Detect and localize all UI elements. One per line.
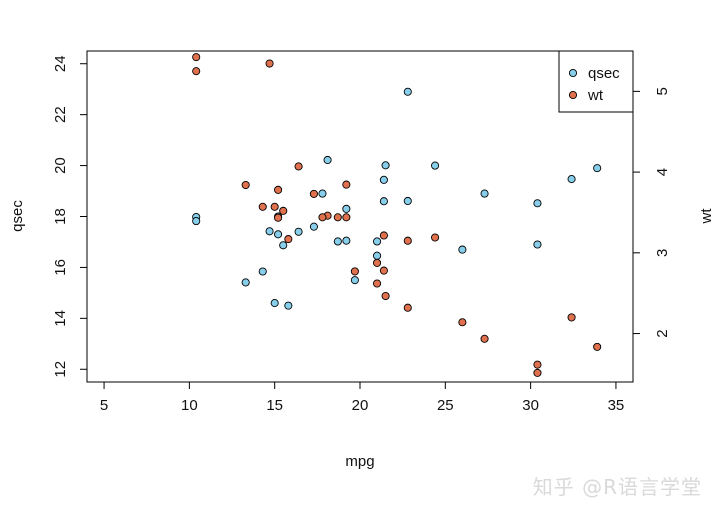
point-wt [458,318,467,327]
point-qsec [342,204,351,213]
point-qsec [323,155,332,165]
y-tick-label-left: 22 [52,106,69,123]
point-wt [403,303,412,312]
point-wt [333,213,342,222]
point-wt [274,213,283,222]
point-qsec [381,161,390,170]
x-tick-label: 35 [608,397,625,414]
point-wt [379,266,388,275]
y-tick-label-right: 4 [654,168,671,176]
y-tick-label-right: 5 [654,87,671,95]
point-wt [342,180,351,189]
x-tick-label: 15 [266,397,283,414]
point-wt [533,368,542,377]
x-tick-label: 10 [181,397,198,414]
watermark-text: 知乎 @R语言学堂 [532,475,702,499]
point-wt [192,67,201,76]
point-wt [241,180,250,190]
point-qsec [533,199,542,208]
y-tick-label-left: 24 [52,55,69,72]
legend-label-qsec: qsec [588,65,620,82]
legend-marker-wt [568,90,578,100]
point-qsec [350,276,359,285]
point-wt [379,231,388,240]
point-qsec [567,175,576,184]
point-qsec [373,237,382,246]
point-qsec [192,217,201,226]
point-qsec [309,222,318,231]
x-tick-label: 30 [522,397,539,414]
y-tick-label-left: 14 [52,310,69,327]
legend-label-wt: wt [587,87,604,104]
point-wt [567,313,576,322]
point-wt [270,202,279,211]
point-wt [480,334,489,343]
plot-frame [86,50,634,383]
point-wt [265,59,274,68]
point-wt [593,342,602,351]
point-qsec [258,267,267,276]
point-wt [284,235,293,244]
point-wt [192,53,201,62]
point-qsec [373,251,382,260]
point-qsec [294,227,303,236]
point-wt [258,202,267,211]
y-axis-right: 2 3 4 5 [632,87,671,338]
x-tick-label: 5 [100,397,108,414]
point-qsec [241,278,250,287]
legend: qsec wt [558,50,634,113]
point-qsec [593,164,602,173]
y-tick-label-left: 18 [52,208,69,225]
y-tick-label-left: 20 [52,157,69,174]
point-wt [350,267,359,276]
data-points [192,53,602,377]
point-qsec [274,230,283,239]
point-wt [373,279,382,288]
point-qsec [270,299,279,308]
y-tick-label-right: 2 [654,329,671,337]
point-qsec [379,175,388,184]
y-tick-label-right: 3 [654,249,671,257]
y-tick-label-left: 12 [52,361,69,378]
point-qsec [333,237,342,246]
point-wt [533,360,542,369]
point-qsec [403,196,412,206]
y-axis-left-label: qsec [9,200,26,232]
point-qsec [458,245,467,254]
point-qsec [379,197,388,206]
point-qsec [403,87,412,96]
point-qsec [284,301,293,310]
y-axis-left: 12 14 16 18 20 22 24 [52,55,88,378]
point-wt [342,213,351,222]
point-wt [381,291,390,301]
point-qsec [265,227,274,236]
point-qsec [533,240,542,249]
legend-marker-qsec [568,68,578,78]
point-qsec [318,189,327,198]
point-qsec [431,161,440,170]
point-wt [294,162,303,171]
point-wt [431,233,440,242]
point-wt [403,236,412,245]
point-wt [309,189,318,198]
point-wt [373,258,382,267]
y-axis-right-label: wt [698,208,715,225]
point-qsec [342,236,351,245]
y-tick-label-left: 16 [52,259,69,276]
x-axis: 5 10 15 20 25 30 35 [100,381,625,414]
point-qsec [480,189,489,198]
legend-box [558,50,634,113]
point-wt [318,213,327,222]
x-tick-label: 20 [352,397,369,414]
point-wt [274,185,283,194]
x-axis-label: mpg [345,453,374,470]
point-wt [279,206,288,215]
point-qsec [279,241,288,250]
x-tick-label: 25 [437,397,454,414]
